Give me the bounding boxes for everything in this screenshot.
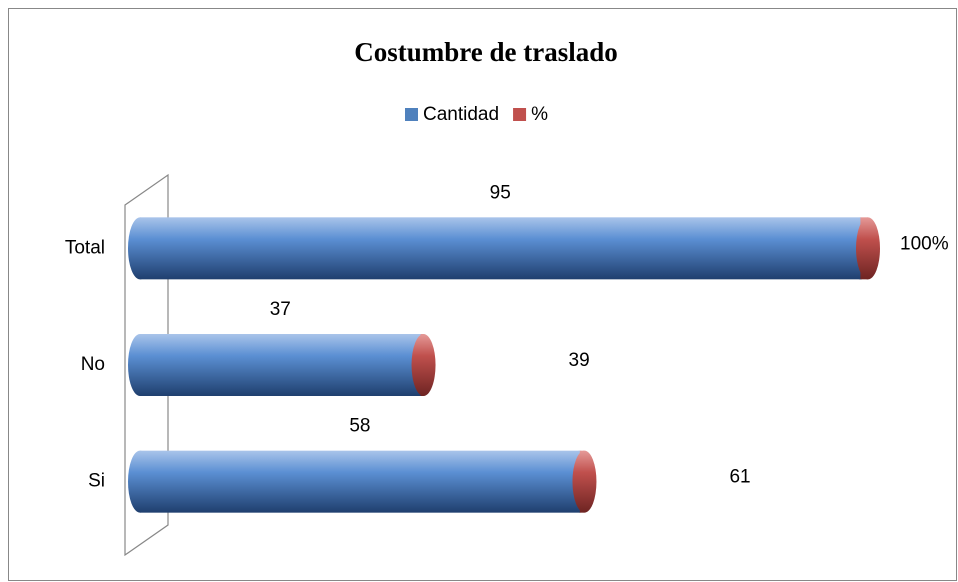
cylinder-body — [140, 450, 580, 513]
cylinder-start — [128, 334, 152, 396]
cylinder-start — [128, 450, 152, 513]
y-tick-label: No — [81, 354, 105, 375]
data-label: 37 — [270, 299, 291, 320]
legend-swatch — [513, 108, 527, 121]
cylinder-cap — [856, 217, 880, 280]
bar-segment — [128, 450, 592, 513]
data-label: 58 — [349, 416, 370, 437]
data-label: 100% — [900, 233, 949, 254]
cylinder-body — [140, 217, 861, 280]
bar-segment — [411, 334, 436, 396]
cylinder-cap — [572, 450, 597, 513]
bar-segment — [572, 450, 597, 513]
data-label: 95 — [490, 182, 511, 203]
y-tick-label: Total — [65, 237, 105, 258]
cylinder-start — [128, 217, 152, 280]
legend-swatch — [405, 108, 418, 121]
y-tick-label: Si — [88, 471, 105, 492]
bar-segment — [856, 217, 880, 280]
axis-wall — [124, 173, 169, 557]
cylinder-body — [140, 334, 421, 396]
bar-segment — [128, 217, 873, 280]
bar-segment — [128, 334, 433, 396]
cylinder-cap — [411, 334, 436, 396]
data-label: 61 — [729, 467, 750, 488]
legend-label: % — [531, 104, 548, 125]
data-label: 39 — [569, 350, 590, 371]
chart-title: Costumbre de traslado — [354, 37, 618, 67]
legend-label: Cantidad — [423, 104, 499, 125]
